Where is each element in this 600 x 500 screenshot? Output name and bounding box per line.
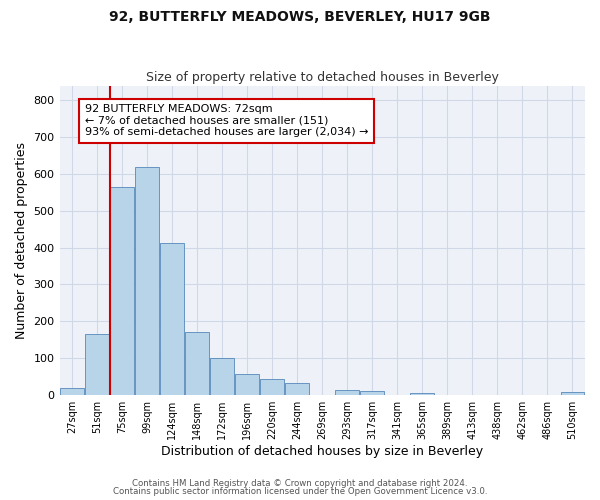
Bar (560, 392, 584, 394)
Bar (110, 187, 134, 394)
Bar (235, 374, 259, 394)
Bar (185, 332, 209, 394)
Bar (361, 391, 384, 394)
Text: 92 BUTTERFLY MEADOWS: 72sqm
← 7% of detached houses are smaller (151)
93% of sem: 92 BUTTERFLY MEADOWS: 72sqm ← 7% of deta… (85, 104, 368, 138)
Text: Contains public sector information licensed under the Open Government Licence v3: Contains public sector information licen… (113, 487, 487, 496)
Bar (260, 380, 284, 394)
Y-axis label: Number of detached properties: Number of detached properties (15, 142, 28, 338)
Bar (160, 243, 184, 394)
Bar (210, 358, 234, 395)
Text: Contains HM Land Registry data © Crown copyright and database right 2024.: Contains HM Land Registry data © Crown c… (132, 478, 468, 488)
Title: Size of property relative to detached houses in Beverley: Size of property relative to detached ho… (146, 72, 499, 85)
Bar (410, 393, 434, 394)
Bar (286, 383, 309, 394)
Bar (85, 334, 109, 394)
Text: 92, BUTTERFLY MEADOWS, BEVERLEY, HU17 9GB: 92, BUTTERFLY MEADOWS, BEVERLEY, HU17 9G… (109, 10, 491, 24)
X-axis label: Distribution of detached houses by size in Beverley: Distribution of detached houses by size … (161, 444, 484, 458)
Bar (60, 388, 84, 394)
Bar (335, 390, 359, 394)
Bar (135, 166, 159, 394)
